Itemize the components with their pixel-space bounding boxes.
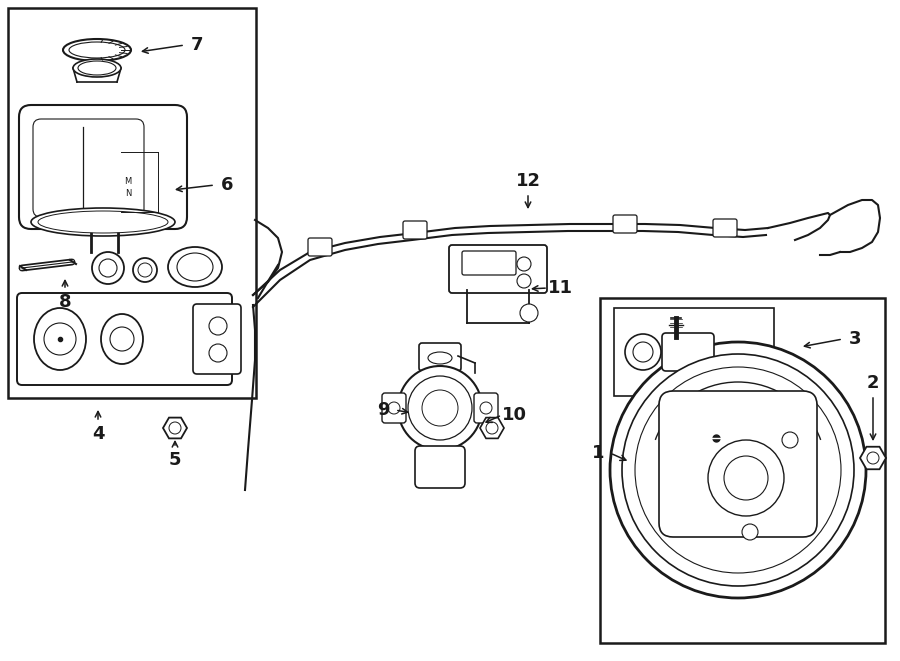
Circle shape (708, 440, 784, 516)
FancyBboxPatch shape (474, 393, 498, 423)
FancyBboxPatch shape (713, 219, 737, 237)
Circle shape (44, 323, 76, 355)
Circle shape (92, 252, 124, 284)
Ellipse shape (177, 253, 213, 281)
Circle shape (622, 354, 854, 586)
FancyBboxPatch shape (19, 105, 187, 229)
Text: N: N (125, 190, 131, 198)
FancyBboxPatch shape (415, 446, 465, 488)
Circle shape (110, 327, 134, 351)
FancyBboxPatch shape (659, 391, 817, 537)
Circle shape (742, 524, 758, 540)
Circle shape (867, 452, 879, 464)
Circle shape (633, 342, 653, 362)
Bar (614, 308, 774, 396)
Text: 10: 10 (501, 406, 526, 424)
Ellipse shape (38, 211, 168, 233)
Circle shape (520, 304, 538, 322)
Circle shape (422, 390, 458, 426)
Text: 8: 8 (58, 293, 71, 311)
Text: 5: 5 (169, 451, 181, 469)
Ellipse shape (31, 208, 175, 236)
Bar (8, 8, 256, 398)
FancyBboxPatch shape (613, 215, 637, 233)
Circle shape (782, 432, 798, 448)
Text: 11: 11 (547, 279, 572, 297)
Text: 12: 12 (516, 172, 541, 190)
Text: 6: 6 (220, 176, 233, 194)
FancyBboxPatch shape (662, 333, 714, 371)
Circle shape (408, 376, 472, 440)
Circle shape (480, 402, 492, 414)
Ellipse shape (34, 308, 86, 370)
Circle shape (517, 274, 531, 288)
FancyBboxPatch shape (308, 238, 332, 256)
Circle shape (635, 367, 841, 573)
FancyBboxPatch shape (382, 393, 406, 423)
Bar (600, 298, 885, 643)
FancyBboxPatch shape (33, 119, 144, 217)
FancyBboxPatch shape (462, 251, 516, 275)
Circle shape (625, 334, 661, 370)
Circle shape (517, 257, 531, 271)
Circle shape (388, 402, 400, 414)
FancyBboxPatch shape (193, 304, 241, 374)
Text: 1: 1 (592, 444, 604, 462)
Ellipse shape (69, 42, 125, 58)
Ellipse shape (168, 247, 222, 287)
FancyBboxPatch shape (403, 221, 427, 239)
Ellipse shape (63, 39, 131, 61)
Ellipse shape (78, 61, 116, 75)
Circle shape (99, 259, 117, 277)
Circle shape (398, 366, 482, 450)
Circle shape (133, 258, 157, 282)
FancyBboxPatch shape (17, 293, 232, 385)
Ellipse shape (428, 352, 452, 364)
Text: 2: 2 (867, 374, 879, 392)
Circle shape (209, 344, 227, 362)
Ellipse shape (101, 314, 143, 364)
Circle shape (169, 422, 181, 434)
Circle shape (138, 263, 152, 277)
Text: 4: 4 (92, 425, 104, 443)
Circle shape (209, 317, 227, 335)
Text: 3: 3 (849, 330, 861, 348)
Text: M: M (124, 178, 131, 186)
Circle shape (486, 422, 498, 434)
Circle shape (610, 342, 866, 598)
Circle shape (465, 257, 479, 271)
FancyBboxPatch shape (449, 245, 547, 293)
FancyBboxPatch shape (419, 343, 461, 371)
Text: 7: 7 (191, 36, 203, 54)
Text: 9: 9 (377, 401, 389, 419)
Circle shape (724, 456, 768, 500)
Ellipse shape (73, 59, 121, 77)
